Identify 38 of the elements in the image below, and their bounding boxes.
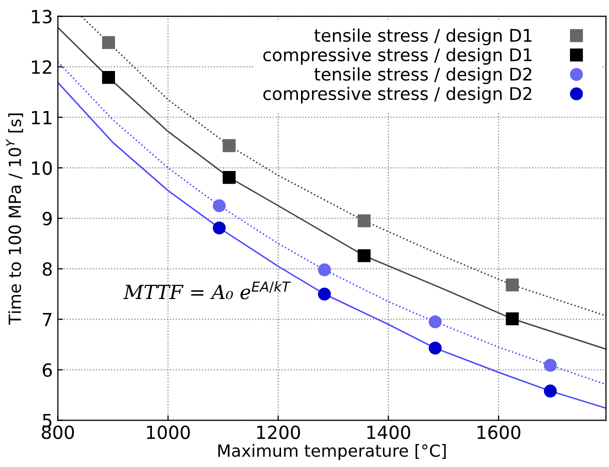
point [544, 384, 557, 398]
y-tick-label: 12 [32, 60, 52, 74]
point [428, 315, 442, 328]
legend-label: compressive stress / design D2 [263, 86, 532, 104]
legend-label: tensile stress / design D1 [314, 28, 532, 46]
point [358, 249, 371, 262]
point [506, 312, 519, 326]
point [506, 278, 519, 292]
x-tick-label: 1400 [367, 425, 410, 440]
x-tick-label: 1000 [147, 425, 190, 440]
y-axis-title: Time to 100 MPa / 10$^{Y}$ [s] [6, 114, 24, 325]
y-tick-label: 9 [42, 212, 52, 226]
y-tick-label: 8 [42, 262, 52, 276]
point [428, 342, 442, 355]
y-tick-label: 11 [32, 111, 52, 124]
y-tick-label: 10 [32, 161, 52, 175]
x-tick-label: 1200 [257, 425, 300, 440]
point [318, 288, 331, 301]
point [222, 139, 236, 152]
point [358, 214, 371, 228]
point [318, 263, 331, 276]
y-tick-label: 13 [32, 10, 52, 24]
point [222, 170, 236, 184]
line-series [58, 26, 606, 350]
point [102, 70, 115, 84]
point [544, 358, 557, 372]
line-series [80, 16, 606, 316]
y-tick-label: 6 [42, 363, 52, 377]
x-tick-label: 1600 [478, 425, 520, 440]
x-tick-label: 800 [42, 425, 74, 440]
y-tick-label: 7 [42, 313, 52, 326]
x-axis-title: Maximum temperature [°C] [218, 444, 446, 460]
legend-label: compressive stress / design D1 [263, 48, 532, 65]
point [102, 36, 115, 50]
annotation: MTTF = A₀ e$^{EA/kT}$ [123, 281, 291, 300]
legend-label: tensile stress / design D2 [314, 67, 532, 84]
point [212, 221, 226, 234]
point [212, 199, 226, 212]
